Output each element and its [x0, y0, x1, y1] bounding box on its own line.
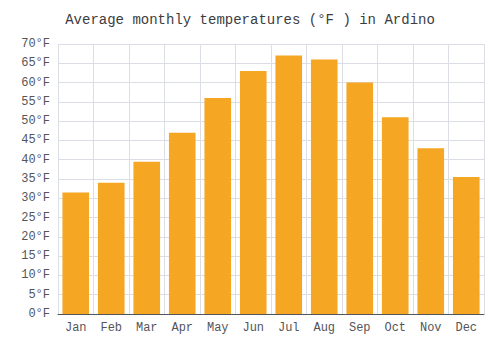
svg-text:45°F: 45°F	[21, 133, 50, 147]
svg-text:Mar: Mar	[136, 321, 158, 335]
svg-text:50°F: 50°F	[21, 114, 50, 128]
svg-text:10°F: 10°F	[21, 268, 50, 282]
svg-text:Apr: Apr	[171, 321, 193, 335]
svg-text:15°F: 15°F	[21, 249, 50, 263]
svg-text:25°F: 25°F	[21, 211, 50, 225]
svg-text:Average monthly temperatures (: Average monthly temperatures (°F ) in Ar…	[65, 12, 435, 28]
svg-text:65°F: 65°F	[21, 56, 50, 70]
svg-text:Jun: Jun	[242, 321, 264, 335]
svg-text:40°F: 40°F	[21, 153, 50, 167]
svg-text:55°F: 55°F	[21, 95, 50, 109]
svg-text:20°F: 20°F	[21, 230, 50, 244]
svg-text:0°F: 0°F	[28, 307, 50, 321]
svg-text:Jul: Jul	[278, 321, 300, 335]
svg-text:Jan: Jan	[65, 321, 87, 335]
svg-text:35°F: 35°F	[21, 172, 50, 186]
svg-text:Feb: Feb	[100, 321, 122, 335]
svg-text:Sep: Sep	[349, 321, 371, 335]
svg-text:70°F: 70°F	[21, 37, 50, 51]
svg-text:Dec: Dec	[455, 321, 477, 335]
svg-text:Aug: Aug	[313, 321, 335, 335]
svg-text:5°F: 5°F	[28, 288, 50, 302]
svg-text:Oct: Oct	[384, 321, 406, 335]
svg-text:60°F: 60°F	[21, 76, 50, 90]
svg-text:May: May	[207, 321, 229, 335]
svg-text:Nov: Nov	[420, 321, 442, 335]
svg-text:30°F: 30°F	[21, 191, 50, 205]
